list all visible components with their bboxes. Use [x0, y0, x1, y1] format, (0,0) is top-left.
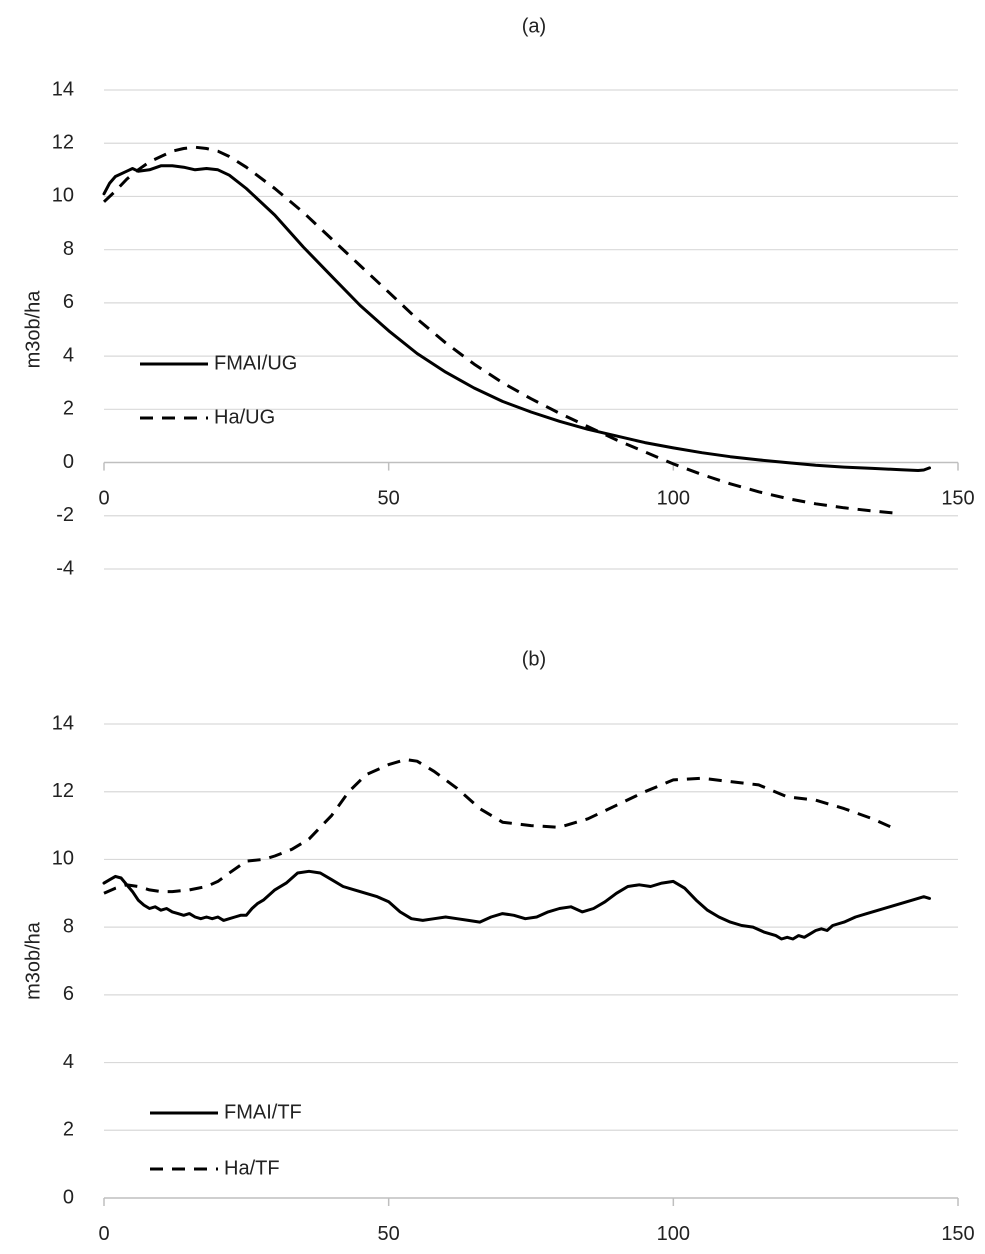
- y-tick-label: -4: [56, 557, 74, 579]
- x-tick-label: 0: [98, 1223, 109, 1245]
- y-tick-label: 4: [63, 344, 74, 366]
- x-tick-label: 0: [98, 488, 109, 510]
- legend-label: Ha/UG: [214, 406, 275, 428]
- y-tick-label: 4: [63, 1051, 74, 1073]
- legend-label: FMAI/TF: [224, 1101, 302, 1123]
- series-line-ha-tf: [103, 758, 897, 895]
- y-tick-label: 14: [52, 78, 74, 100]
- chart-a: (a) m3ob/ha -4 -2 0 2 4 6 8 10 12 14 0 50 100 150 FMAI/U…: [22, 15, 974, 579]
- y-tick-label: 12: [52, 132, 74, 154]
- x-tick-label: 100: [657, 1223, 690, 1245]
- y-tick-label: 2: [63, 398, 74, 420]
- chart-title: (a): [522, 15, 546, 37]
- series-line-ha-ug: [102, 145, 896, 515]
- y-tick-label: -2: [56, 504, 74, 526]
- x-tick-label: 100: [657, 488, 690, 510]
- y-tick-label: 0: [63, 1186, 74, 1208]
- y-tick-label: 6: [63, 983, 74, 1005]
- series-line-fmai-tf: [102, 869, 931, 941]
- series-line-fmai-ug: [102, 164, 931, 472]
- y-axis-label: m3ob/ha: [22, 290, 44, 369]
- y-tick-label: 8: [63, 238, 74, 260]
- y-tick-label: 2: [63, 1119, 74, 1141]
- y-tick-label: 0: [63, 451, 74, 473]
- y-tick-label: 8: [63, 915, 74, 937]
- y-tick-label: 14: [52, 712, 74, 734]
- chart-title: (b): [522, 648, 546, 670]
- legend-label: Ha/TF: [224, 1157, 280, 1179]
- x-tick-label: 150: [941, 488, 974, 510]
- x-tick-label: 50: [378, 1223, 400, 1245]
- y-tick-label: 10: [52, 185, 74, 207]
- y-axis-label: m3ob/ha: [22, 921, 44, 1000]
- x-tick-label: 150: [941, 1223, 974, 1245]
- legend-label: FMAI/UG: [214, 352, 297, 374]
- y-tick-label: 10: [52, 848, 74, 870]
- x-tick-label: 50: [378, 488, 400, 510]
- y-tick-label: 6: [63, 291, 74, 313]
- y-tick-label: 12: [52, 780, 74, 802]
- chart-b: (b) m3ob/ha 0 2 4 6 8 10 12 14 0 50 100 150 FMAI/TF Ha/…: [22, 648, 974, 1245]
